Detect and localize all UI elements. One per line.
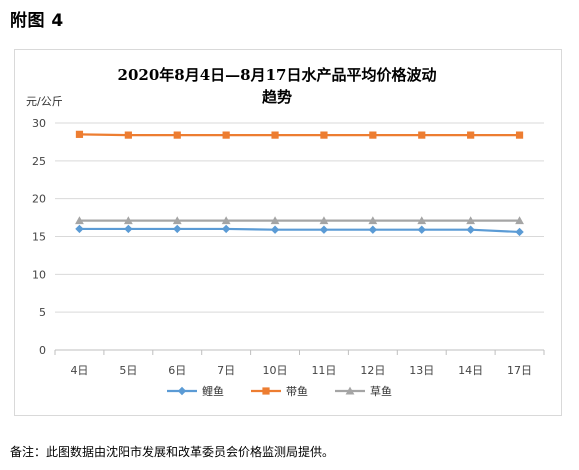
data-point bbox=[515, 227, 524, 237]
gridlines bbox=[55, 122, 544, 313]
x-tick-label: 11日 bbox=[311, 364, 336, 377]
y-tick-label: 25 bbox=[32, 155, 46, 168]
x-tick-label: 10日 bbox=[263, 364, 288, 377]
data-point bbox=[75, 130, 84, 138]
data-point bbox=[271, 131, 279, 139]
data-point bbox=[75, 216, 84, 225]
data-point bbox=[221, 224, 231, 234]
legend-label: 草鱼 bbox=[370, 384, 392, 398]
data-point bbox=[368, 225, 378, 234]
figure-label: 附图 4 bbox=[10, 11, 64, 31]
footnote: 备注：此图数据由沈阳市发展和改革委员会价格监测局提供。 bbox=[10, 445, 335, 459]
y-tick-label: 10 bbox=[32, 268, 46, 281]
data-point bbox=[368, 216, 378, 225]
y-tick-label: 0 bbox=[39, 344, 46, 357]
data-point bbox=[222, 131, 230, 139]
data-point bbox=[418, 131, 426, 139]
series-lines bbox=[75, 130, 524, 237]
x-tick-label: 5日 bbox=[119, 364, 137, 377]
data-point bbox=[320, 131, 328, 139]
data-point bbox=[221, 216, 231, 225]
series-带鱼 bbox=[75, 130, 524, 139]
x-tick-label: 6日 bbox=[168, 364, 186, 377]
y-tick-label: 20 bbox=[32, 193, 46, 206]
series-line bbox=[79, 227, 520, 234]
series-鲤鱼 bbox=[75, 224, 524, 237]
axes: 0 5 10 15 20 25 30 4日 5日 6日 7日 10日 11日 12日 13日 14日 17日 bbox=[32, 117, 545, 377]
data-point bbox=[124, 224, 133, 234]
data-point bbox=[124, 131, 132, 139]
data-point bbox=[515, 216, 524, 225]
chart-title-line-1: 2020年8月4日—8月17日水产品平均价格波动 bbox=[118, 66, 437, 84]
y-tick-label: 30 bbox=[32, 117, 46, 130]
series-line bbox=[79, 133, 520, 137]
x-tick-label: 17日 bbox=[507, 364, 532, 377]
data-point bbox=[270, 225, 280, 234]
legend-marker bbox=[345, 386, 355, 395]
y-tick-label: 15 bbox=[32, 231, 46, 244]
data-point bbox=[123, 216, 133, 225]
data-point bbox=[369, 131, 377, 139]
x-tick-label: 4日 bbox=[70, 364, 88, 377]
y-tick-label: 5 bbox=[39, 306, 46, 319]
data-point bbox=[173, 131, 181, 139]
data-point bbox=[417, 225, 426, 234]
legend-item: 带鱼 bbox=[251, 384, 308, 398]
data-point bbox=[467, 131, 475, 139]
legend-label: 带鱼 bbox=[286, 384, 308, 398]
legend-marker bbox=[262, 387, 270, 395]
data-point bbox=[75, 224, 84, 234]
data-point bbox=[466, 216, 476, 225]
data-point bbox=[319, 216, 329, 225]
legend-marker bbox=[177, 386, 187, 396]
legend: 鲤鱼 带鱼 草鱼 bbox=[167, 384, 392, 398]
legend-item: 草鱼 bbox=[335, 384, 392, 398]
chart-frame: 2020年8月4日—8月17日水产品平均价格波动 趋势 元/公斤 0 5 10 15 20… bbox=[14, 49, 562, 416]
x-tick-label: 14日 bbox=[458, 364, 483, 377]
x-tick-label: 13日 bbox=[409, 364, 434, 377]
data-point bbox=[319, 225, 329, 234]
data-point bbox=[270, 216, 280, 225]
legend-item: 鲤鱼 bbox=[167, 384, 224, 398]
legend-label: 鲤鱼 bbox=[202, 384, 224, 398]
data-point bbox=[173, 224, 182, 234]
y-axis-unit-label: 元/公斤 bbox=[26, 95, 63, 108]
chart-title-line-2: 趋势 bbox=[262, 88, 292, 106]
x-tick-label: 12日 bbox=[360, 364, 385, 377]
data-point bbox=[172, 216, 182, 225]
data-point bbox=[466, 225, 475, 234]
series-草鱼 bbox=[75, 216, 524, 225]
data-point bbox=[417, 216, 427, 225]
data-point bbox=[515, 131, 524, 139]
x-tick-label: 7日 bbox=[217, 364, 235, 377]
